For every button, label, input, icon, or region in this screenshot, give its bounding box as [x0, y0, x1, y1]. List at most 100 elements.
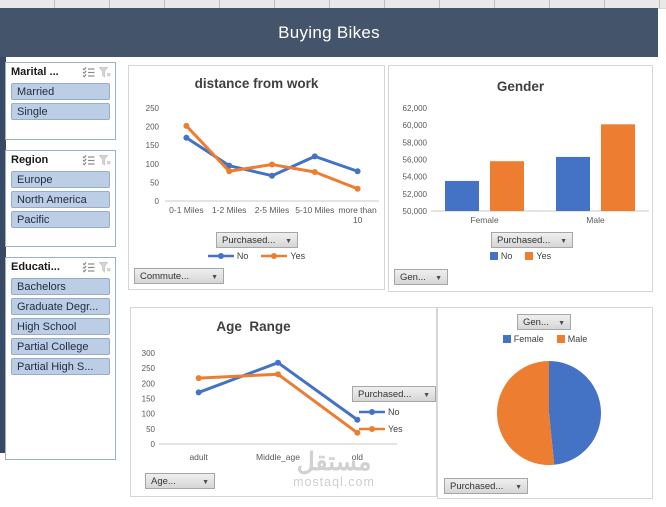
legend-item: No	[359, 407, 400, 417]
svg-text:100: 100	[146, 160, 160, 169]
slicer-item-single[interactable]: Single	[11, 103, 110, 120]
svg-text:250: 250	[142, 364, 156, 373]
commute-field-button[interactable]: Commute...	[134, 268, 224, 284]
multi-select-icon[interactable]	[82, 66, 95, 78]
svg-text:old: old	[352, 452, 364, 462]
dropdown-arrow-icon	[555, 235, 567, 246]
slicer-item-graduate-degree[interactable]: Graduate Degr...	[11, 298, 110, 315]
svg-text:0: 0	[151, 440, 156, 449]
slicer-item-high-school[interactable]: High School	[11, 318, 110, 335]
svg-text:Male: Male	[586, 215, 605, 225]
square-swatch	[502, 335, 511, 343]
dropdown-arrow-icon	[206, 271, 218, 282]
legend: No Yes	[359, 407, 403, 434]
line-marker-swatch	[207, 253, 234, 259]
clear-filter-icon[interactable]	[99, 154, 111, 166]
svg-text:0-1 Miles: 0-1 Miles	[169, 205, 203, 215]
svg-text:Middle_age: Middle_age	[256, 452, 300, 462]
dropdown-arrow-icon	[510, 481, 522, 492]
line-marker-swatch	[261, 253, 288, 259]
dropdown-arrow-icon	[280, 235, 292, 246]
legend-item: Yes	[359, 424, 403, 434]
purchased-field-button[interactable]: Purchased...	[352, 386, 436, 402]
svg-text:2-5 Miles: 2-5 Miles	[255, 205, 289, 215]
svg-text:52,000: 52,000	[403, 190, 428, 199]
gender-chart-panel: Gender 50,000 52,000 54,000 56,000 58,000 60,…	[388, 65, 653, 292]
chart-title-gender: Gender	[496, 79, 545, 94]
svg-text:250: 250	[146, 104, 160, 113]
svg-text:more than: more than	[338, 205, 377, 215]
multi-select-icon[interactable]	[82, 154, 95, 166]
svg-text:62,000: 62,000	[403, 104, 428, 113]
svg-text:0: 0	[155, 197, 160, 206]
slicer-item-married[interactable]: Married	[11, 83, 110, 100]
svg-text:58,000: 58,000	[403, 138, 428, 147]
dropdown-arrow-icon	[430, 272, 442, 283]
svg-text:60,000: 60,000	[403, 121, 428, 130]
square-swatch	[525, 252, 534, 260]
multi-select-icon[interactable]	[82, 261, 95, 273]
dropdown-arrow-icon	[418, 389, 430, 400]
gender-bar-chart: 50,000 52,000 54,000 56,000 58,000 60,000 62,0…	[403, 104, 649, 225]
svg-text:1-2 Miles: 1-2 Miles	[212, 205, 246, 215]
dropdown-arrow-icon	[197, 476, 209, 487]
legend-item: No	[489, 251, 512, 261]
svg-text:200: 200	[146, 123, 160, 132]
slicer-item-partial-college[interactable]: Partial College	[11, 338, 110, 355]
dropdown-arrow-icon	[553, 317, 565, 328]
svg-text:5-10 Miles: 5-10 Miles	[295, 205, 334, 215]
svg-text:150: 150	[142, 395, 156, 404]
legend-item: Female	[502, 334, 544, 344]
svg-text:50: 50	[146, 425, 155, 434]
age-range-chart-panel: Age Range 0 50 100 150 200 250 300 adult Middle_…	[130, 307, 437, 497]
gender-pie-panel: Gen... Female Male Purchased...	[437, 307, 653, 499]
distance-line-chart: 0 50 100 150 200 250 0-1 Miles 1-2 Miles 2-5 Mil…	[146, 104, 379, 225]
slicer-item-bachelors[interactable]: Bachelors	[11, 278, 110, 295]
slicer-item-pacific[interactable]: Pacific	[11, 211, 110, 228]
gender-field-button[interactable]: Gen...	[517, 314, 571, 330]
chart-title-distance: distance from work	[194, 76, 319, 91]
legend: No Yes	[129, 251, 384, 261]
svg-text:10: 10	[353, 215, 363, 225]
svg-text:200: 200	[142, 379, 156, 388]
page-title: Buying Bikes	[278, 22, 380, 42]
slicer-title-region: Region	[11, 154, 49, 166]
region-slicer: Region Europe North America Pacific	[5, 150, 116, 247]
line-marker-swatch	[359, 409, 385, 415]
gender-pie-chart	[496, 361, 601, 465]
dashboard-title-banner: Buying Bikes	[0, 8, 658, 57]
svg-text:100: 100	[142, 410, 156, 419]
clear-filter-icon[interactable]	[99, 66, 111, 78]
legend: No Yes	[389, 251, 652, 261]
svg-text:Female: Female	[470, 215, 499, 225]
slicer-item-partial-high-school[interactable]: Partial High S...	[11, 358, 110, 375]
purchased-field-button[interactable]: Purchased...	[444, 478, 528, 494]
purchased-field-button[interactable]: Purchased...	[216, 232, 298, 248]
svg-text:150: 150	[146, 141, 160, 150]
svg-text:50,000: 50,000	[403, 207, 428, 216]
age-range-line-chart: 0 50 100 150 200 250 300 adult Middle_age old	[142, 349, 397, 462]
square-swatch	[489, 252, 498, 260]
age-field-button[interactable]: Age...	[145, 473, 215, 489]
svg-text:54,000: 54,000	[403, 173, 428, 182]
legend-item: Yes	[525, 251, 551, 261]
education-slicer: Educati... Bachelors Graduate Degr... Hi…	[5, 257, 116, 460]
chart-title-age-range: Age Range	[216, 319, 291, 334]
marital-status-slicer: Marital ... Married Single	[5, 62, 116, 140]
svg-text:adult: adult	[189, 452, 208, 462]
slicer-item-europe[interactable]: Europe	[11, 171, 110, 188]
legend: Female Male	[438, 334, 652, 344]
svg-text:300: 300	[142, 349, 156, 358]
square-swatch	[556, 335, 565, 343]
clear-filter-icon[interactable]	[99, 261, 111, 273]
svg-text:50: 50	[150, 178, 159, 187]
legend-item: No	[207, 251, 248, 261]
line-marker-swatch	[359, 426, 385, 432]
slicer-title-marital: Marital ...	[11, 66, 59, 78]
gender-field-button[interactable]: Gen...	[394, 269, 448, 285]
purchased-field-button[interactable]: Purchased...	[491, 232, 573, 248]
legend-item: Yes	[261, 251, 305, 261]
slicer-title-education: Educati...	[11, 261, 60, 273]
slicer-item-north-america[interactable]: North America	[11, 191, 110, 208]
